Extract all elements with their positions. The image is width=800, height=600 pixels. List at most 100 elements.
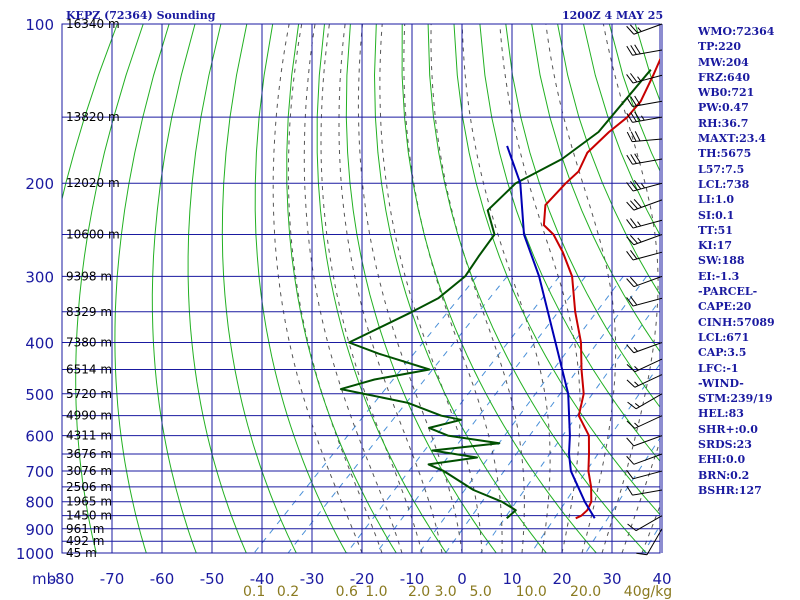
height-label: 1450 m bbox=[66, 509, 112, 523]
height-label: 12020 m bbox=[66, 176, 120, 190]
temperature-tick-label: -80 bbox=[50, 570, 75, 588]
temperature-tick-label: -20 bbox=[350, 570, 375, 588]
wind-barb bbox=[626, 358, 663, 373]
barb-feather bbox=[626, 236, 635, 246]
barb-feather bbox=[630, 181, 638, 191]
mixing-ratio-line bbox=[445, 276, 647, 553]
temperature-tick-label: -50 bbox=[200, 570, 225, 588]
wind-barb bbox=[626, 23, 663, 35]
index-item: BSHR:127 bbox=[698, 483, 762, 497]
barb-feather bbox=[626, 25, 635, 35]
barb-feather bbox=[626, 131, 633, 142]
barb-staff bbox=[632, 116, 663, 123]
barb-feather bbox=[626, 420, 636, 429]
height-label: 45 m bbox=[66, 546, 97, 560]
temperature-tick-label: 20 bbox=[552, 570, 571, 588]
mixing-ratio-label: 10.0 bbox=[516, 584, 547, 600]
barb-feather bbox=[626, 112, 633, 123]
mixing-ratio-label: 1.0 bbox=[365, 584, 387, 600]
barb-staff bbox=[632, 489, 663, 496]
moist-adiabat bbox=[320, 24, 423, 553]
height-label: 5720 m bbox=[66, 387, 112, 401]
barb-feather bbox=[636, 552, 648, 556]
wind-barb bbox=[626, 469, 663, 480]
pressure-tick-label: 200 bbox=[25, 175, 54, 193]
barb-feather bbox=[626, 469, 634, 480]
wind-barb bbox=[626, 234, 663, 246]
height-label: 8329 m bbox=[66, 305, 112, 319]
mixing-ratio-label: 0.6 bbox=[336, 584, 358, 600]
barb-half-feather bbox=[634, 366, 639, 371]
index-item: RH:36.7 bbox=[698, 116, 749, 130]
barb-feather bbox=[630, 73, 638, 83]
index-item: TT:51 bbox=[698, 223, 733, 237]
height-label: 7380 m bbox=[66, 335, 112, 349]
height-label: 3676 m bbox=[66, 447, 112, 461]
mixing-ratio-label: 0.1 bbox=[243, 584, 265, 600]
barb-half-feather bbox=[641, 115, 645, 121]
height-label: 10600 m bbox=[66, 228, 120, 242]
pressure-temperature-grid bbox=[61, 23, 663, 554]
barb-feather bbox=[630, 200, 638, 210]
mixing-ratio-label: 2.0 bbox=[408, 584, 430, 600]
index-item: SRDS:23 bbox=[698, 438, 752, 452]
index-item: SI:0.1 bbox=[698, 208, 735, 222]
pressure-tick-label: 400 bbox=[25, 334, 54, 352]
dry-adiabats bbox=[62, 24, 660, 553]
barb-half-feather bbox=[637, 221, 642, 227]
temperature-tick-label: 10 bbox=[502, 570, 521, 588]
barb-staff bbox=[632, 251, 663, 261]
barb-feather bbox=[626, 154, 633, 165]
barb-feather bbox=[626, 297, 634, 307]
barb-feather bbox=[633, 199, 642, 208]
index-item: LFC:-1 bbox=[698, 361, 739, 375]
barb-staff bbox=[633, 275, 663, 288]
barb-feather bbox=[626, 364, 636, 373]
barb-feather bbox=[626, 278, 635, 287]
temperature-tick-label: 30 bbox=[602, 570, 621, 588]
dry-adiabat bbox=[286, 24, 397, 553]
temperature-tick-label: -30 bbox=[300, 570, 325, 588]
index-item: FRZ:640 bbox=[698, 70, 751, 84]
mixing-ratio-labels: 0.1 0.2 0.6 1.0 2.0 3.0 5.0 10.0 20.0 40g/kg bbox=[243, 584, 672, 600]
barb-feather bbox=[630, 276, 638, 286]
index-item: STM:239/19 bbox=[698, 392, 773, 406]
barb-staff bbox=[632, 297, 663, 307]
index-item: KI:17 bbox=[698, 239, 733, 253]
dry-adiabat bbox=[345, 24, 497, 553]
barb-staff bbox=[635, 393, 663, 410]
barb-half-feather bbox=[637, 27, 642, 32]
pressure-tick-label: 600 bbox=[25, 428, 54, 446]
height-label: 6514 m bbox=[66, 363, 112, 377]
height-label: 3076 m bbox=[66, 464, 112, 478]
index-item: TP:220 bbox=[698, 40, 742, 54]
wind-barb bbox=[626, 453, 663, 465]
temperature-tick-labels: -80 -70 -60 -50 -40 -30 -20 -10 0 10 20 30 40 bbox=[50, 570, 672, 588]
wind-barb bbox=[626, 275, 663, 288]
wind-barb bbox=[626, 218, 663, 229]
barb-feather bbox=[630, 218, 638, 228]
barb-staff bbox=[632, 138, 663, 143]
mixing-ratio-line bbox=[346, 276, 560, 553]
barb-staff bbox=[634, 415, 663, 429]
barb-staff bbox=[634, 374, 663, 388]
barb-feather bbox=[630, 131, 637, 142]
height-label: 4311 m bbox=[66, 429, 112, 443]
pressure-tick-label: 700 bbox=[25, 463, 54, 481]
height-label: 4990 m bbox=[66, 409, 112, 423]
barb-feather bbox=[626, 45, 633, 56]
barb-feather bbox=[626, 485, 633, 496]
barb-feather bbox=[634, 153, 641, 164]
barb-feather bbox=[634, 131, 641, 142]
dry-adiabat bbox=[187, 24, 247, 553]
moist-adiabat bbox=[545, 24, 617, 553]
index-item: EI:-1.3 bbox=[698, 269, 740, 283]
observation-time: 1200Z 4 MAY 25 bbox=[562, 9, 664, 22]
index-item: WMO:72364 bbox=[698, 25, 775, 38]
barb-staff bbox=[633, 199, 663, 211]
index-item: TH:5675 bbox=[698, 147, 752, 161]
height-label: 2506 m bbox=[66, 480, 112, 494]
height-label: 16340 m bbox=[66, 17, 120, 31]
wind-barb bbox=[626, 485, 663, 496]
barb-feather bbox=[630, 249, 638, 260]
